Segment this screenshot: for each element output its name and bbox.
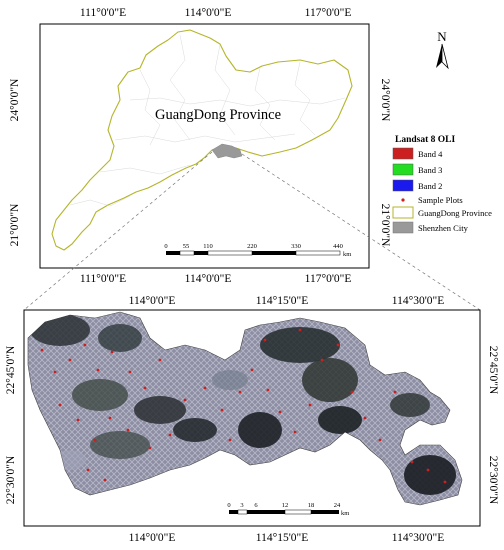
bottom-scale-tick: 6 [254, 502, 258, 509]
bottom-map-lon-label-bottom: 114°30'0"E [392, 532, 444, 544]
bottom-scale-bar [229, 509, 339, 515]
north-arrow-icon [436, 43, 449, 70]
top-map-lon-label-bottom: 114°0'0"E [185, 273, 232, 285]
shenzhen-satellite-image [27, 311, 463, 506]
top-map-lat-label-right: 24°0'0"N [379, 79, 391, 122]
top-scale-tick: 0 [164, 243, 167, 250]
north-label: N [437, 29, 447, 44]
legend-label: Band 3 [418, 165, 442, 175]
bottom-scale-tick: 18 [308, 502, 315, 509]
legend-swatch-band4 [392, 147, 414, 160]
top-map-lat-label-right: 21°0'0"N [379, 204, 391, 247]
legend-swatch-band3 [392, 163, 414, 176]
province-label: GuangDong Province [155, 107, 281, 123]
bottom-scale-unit: km [341, 510, 349, 517]
county-boundaries [69, 34, 346, 207]
legend-label: Band 4 [418, 149, 443, 159]
top-scale-tick: 55 [183, 243, 190, 250]
top-scale-tick: 330 [291, 243, 301, 250]
legend-label: Shenzhen City [418, 223, 469, 233]
legend-swatch-province [392, 206, 414, 219]
bottom-map-lat-label-right: 22°45'0"N [487, 346, 499, 395]
top-map-lon-label-top: 114°0'0"E [185, 7, 232, 19]
bottom-scale-tick: 3 [240, 502, 243, 509]
bottom-map-lat-label-left: 22°30'0"N [5, 455, 17, 504]
top-scale-bar [166, 250, 341, 256]
legend-label: Sample Plots [418, 195, 463, 205]
top-map-lat-label-left: 21°0'0"N [9, 203, 21, 246]
top-scale-unit: km [343, 251, 351, 258]
top-map-lat-label-left: 24°0'0"N [9, 78, 21, 121]
legend-label: Band 2 [418, 181, 442, 191]
bottom-map-lon-label-top: 114°30'0"E [392, 295, 444, 307]
top-scale-tick: 110 [203, 243, 213, 250]
top-map-lon-label-bottom: 117°0'0"E [305, 273, 352, 285]
bottom-scale-tick: 24 [334, 502, 341, 509]
bottom-map-lon-label-bottom: 114°0'0"E [129, 532, 176, 544]
legend-swatch-sample-plots [401, 198, 405, 202]
bottom-map-lon-label-top: 114°0'0"E [129, 295, 176, 307]
legend: Band 4 Band 3 Band 2 Sample Plots GuangD… [392, 147, 492, 234]
top-map-lon-label-top: 117°0'0"E [305, 7, 352, 19]
top-scale-tick: 440 [333, 243, 343, 250]
legend-swatch-shenzhen [392, 221, 414, 234]
top-map-lon-label-bottom: 111°0'0"E [80, 273, 126, 285]
legend-label: GuangDong Province [418, 208, 492, 218]
legend-title: Landsat 8 OLI [395, 135, 455, 145]
top-scale-tick: 220 [247, 243, 257, 250]
top-map-lon-label-top: 111°0'0"E [80, 7, 126, 19]
bottom-map-lon-label-top: 114°15'0"E [256, 295, 308, 307]
bottom-scale-tick: 0 [227, 502, 230, 509]
legend-swatch-band2 [392, 179, 414, 192]
zoom-connector-left [23, 151, 213, 311]
bottom-map-lon-label-bottom: 114°15'0"E [256, 532, 308, 544]
bottom-scale-tick: 12 [282, 502, 289, 509]
bottom-map-lat-label-left: 22°45'0"N [5, 345, 17, 394]
bottom-map-lat-label-right: 22°30'0"N [487, 456, 499, 505]
shenzhen-highlight [211, 143, 243, 159]
